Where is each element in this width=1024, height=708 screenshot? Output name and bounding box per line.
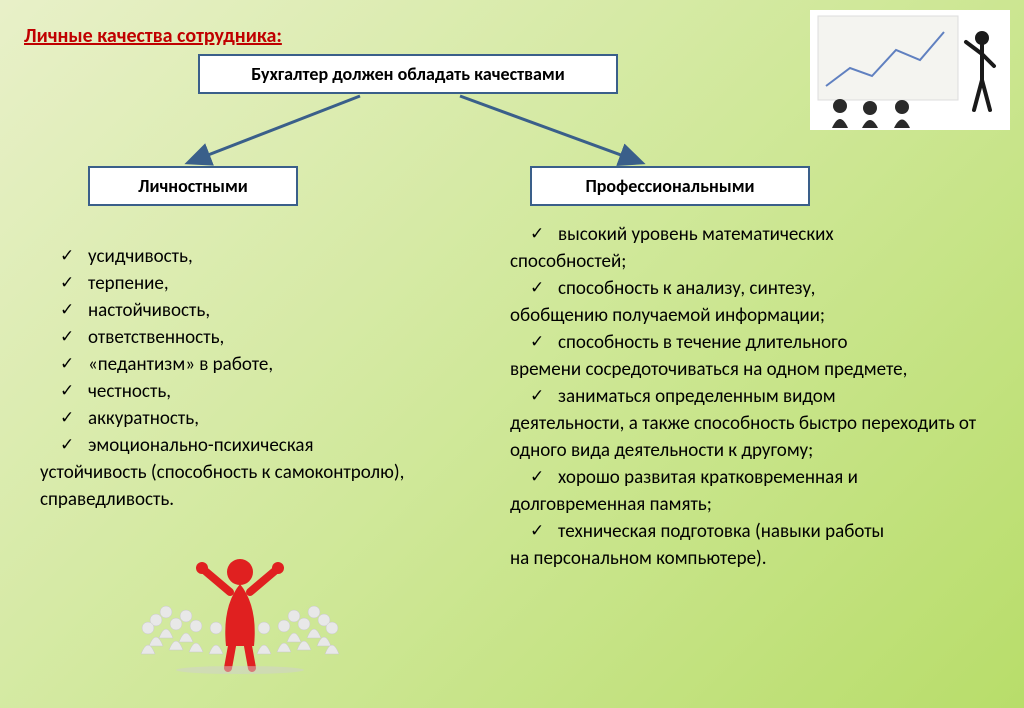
list-item: способность в течение длительного [510,330,1000,357]
personal-list: усидчивость,терпение,настойчивость,ответ… [40,244,470,514]
professional-list: высокий уровень математическихспособност… [510,222,1000,573]
list-item: способность к анализу, синтезу, [510,276,1000,303]
list-item: честность, [40,379,470,406]
list-item-continuation: времени сосредоточиваться на одном предм… [510,357,1000,384]
list-item: заниматься определенным видом [510,384,1000,411]
list-item: «педантизм» в работе, [40,352,470,379]
list-item: высокий уровень математических [510,222,1000,249]
list-item-continuation: устойчивость (способность к самоконтролю… [40,460,470,514]
list-item-continuation: деятельности, а также способность быстро… [510,411,1000,465]
list-item: хорошо развитая кратковременная и [510,465,1000,492]
list-item: аккуратность, [40,406,470,433]
list-item-continuation: на персональном компьютере). [510,546,1000,573]
professional-node: Профессиональными [530,166,810,206]
list-item: техническая подготовка (навыки работы [510,519,1000,546]
connector-arrows [130,94,690,170]
list-item: настойчивость, [40,298,470,325]
list-item-continuation: обобщению получаемой информации; [510,303,1000,330]
list-item: терпение, [40,271,470,298]
leader-illustration [130,534,350,674]
root-node: Бухгалтер должен обладать качествами [198,54,618,94]
personal-node: Личностными [88,166,298,206]
page-title: Личные качества сотрудника: [24,24,282,48]
list-item: ответственность, [40,325,470,352]
list-item-continuation: способностей; [510,249,1000,276]
list-item: эмоционально-психическая [40,433,470,460]
list-item: усидчивость, [40,244,470,271]
presentation-illustration [810,10,1010,130]
list-item-continuation: долговременная память; [510,492,1000,519]
